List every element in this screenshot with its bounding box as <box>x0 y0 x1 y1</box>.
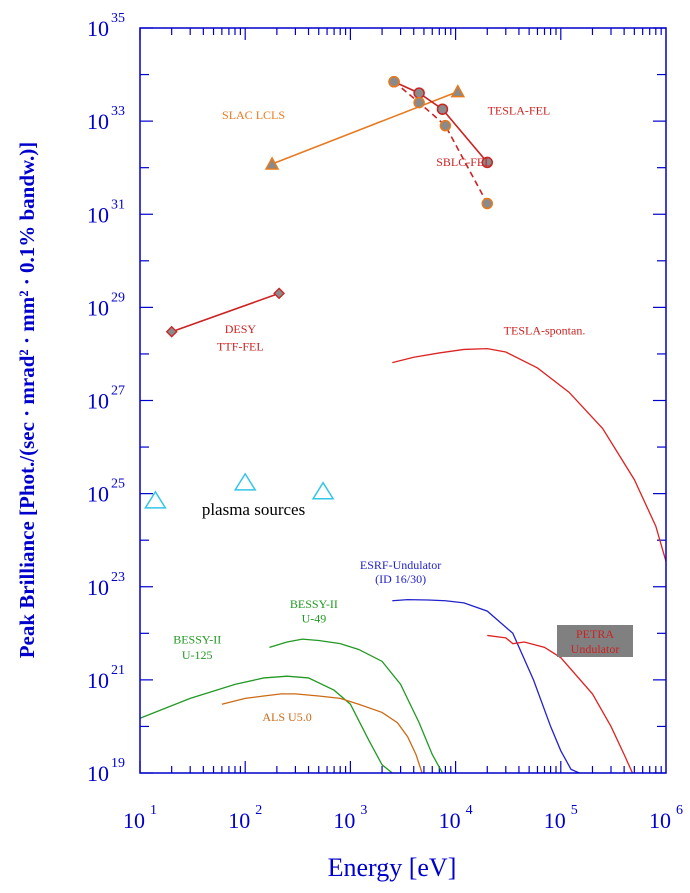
x-tick-label-exponent: 1 <box>150 803 157 818</box>
y-tick-label: 10 <box>87 16 109 41</box>
petra-label-line2: Undulator <box>571 642 620 656</box>
annotation-tesla-fel: TESLA-FEL <box>488 103 551 117</box>
axis-ticks <box>139 27 666 774</box>
annotation-desy: DESY <box>225 322 257 336</box>
annotation-tesla-spontan: TESLA-spontan. <box>504 324 586 338</box>
slac-lcls-marker <box>450 84 466 98</box>
annotation-als-u5-0: ALS U5.0 <box>262 710 311 724</box>
x-tick-labels: 10 1 10 2 10 3 10 4 10 5 10 6 <box>123 803 683 833</box>
y-tick-label: 10 <box>87 389 109 414</box>
annotation-plasma-sources: plasma sources <box>202 500 305 519</box>
petra-undulator-line <box>487 634 634 774</box>
tesla-fel-marker <box>481 156 494 169</box>
y-tick-label-exponent: 23 <box>111 570 125 585</box>
annotation-sblc-fel: SBLC-FEL <box>436 155 491 169</box>
x-tick-label: 10 <box>228 808 250 833</box>
petra-label-background <box>557 625 633 657</box>
slac-lcls-marker <box>264 156 280 170</box>
annotation-slac-lcls: SLAC LCLS <box>222 108 285 122</box>
petra-label-line1: PETRA <box>576 627 614 641</box>
annotation-esrf-undulator: ESRF-Undulator <box>360 558 441 572</box>
bessy-ii-u-125-line <box>139 675 393 774</box>
plasma-sources-marker <box>233 472 257 491</box>
tesla-spontan-line <box>392 347 667 562</box>
x-tick-label: 10 <box>544 808 566 833</box>
y-tick-label-exponent: 29 <box>111 290 125 305</box>
tesla-fel-marker <box>413 87 425 99</box>
y-tick-label: 10 <box>87 668 109 693</box>
y-tick-label-exponent: 25 <box>111 477 125 492</box>
annotation-layer: SLAC LCLS TESLA-FEL SBLC-FEL DESY TTF-FEL TES… <box>173 103 585 724</box>
y-tick-label-exponent: 21 <box>111 663 125 678</box>
annotation-u-125: U-125 <box>182 648 213 662</box>
annotation-bessy-ii: BESSY-II <box>290 597 338 611</box>
series-layer <box>139 81 667 774</box>
x-tick-label-exponent: 3 <box>360 803 367 818</box>
y-tick-label-exponent: 19 <box>111 756 125 771</box>
desy-ttf-fel-marker <box>165 325 178 338</box>
sblc-fel-line <box>393 81 488 204</box>
desy-ttf-fel-line <box>171 292 280 333</box>
x-tick-label: 10 <box>333 808 355 833</box>
x-tick-label: 10 <box>123 808 145 833</box>
y-tick-label: 10 <box>87 202 109 227</box>
bessy-ii-u-49-line <box>269 638 444 774</box>
als-u5-0-line <box>221 693 423 774</box>
x-tick-label: 10 <box>649 808 671 833</box>
sblc-fel-marker <box>413 96 425 109</box>
y-tick-label: 10 <box>87 295 109 320</box>
x-axis-title: Energy [eV] <box>328 853 457 882</box>
annotation-id-16-30: (ID 16/30) <box>375 572 426 586</box>
annotation-bessy-ii: BESSY-II <box>173 633 221 647</box>
x-tick-label-exponent: 4 <box>466 803 473 818</box>
esrf-undulator-id-16-30-line <box>392 598 580 774</box>
plot-frame <box>139 27 667 774</box>
desy-ttf-fel-marker <box>273 287 286 300</box>
x-tick-label-exponent: 5 <box>571 803 578 818</box>
sblc-fel-marker <box>481 197 494 210</box>
plasma-sources-marker <box>311 481 335 500</box>
y-tick-label-exponent: 27 <box>111 384 125 399</box>
sblc-fel-marker <box>388 76 400 88</box>
tesla-fel-line <box>393 81 488 163</box>
sblc-fel-marker <box>439 119 452 132</box>
x-tick-label-exponent: 2 <box>255 803 262 818</box>
annotation-ttf-fel: TTF-FEL <box>217 339 264 353</box>
y-tick-label: 10 <box>87 109 109 134</box>
y-tick-label-exponent: 31 <box>111 197 125 212</box>
y-tick-label: 10 <box>87 761 109 786</box>
marker-layer <box>144 76 494 509</box>
x-tick-label: 10 <box>439 808 461 833</box>
annotation-u-49: U-49 <box>302 612 327 626</box>
tesla-fel-marker <box>436 103 449 115</box>
y-tick-label: 10 <box>87 575 109 600</box>
y-tick-label: 10 <box>87 482 109 507</box>
y-axis-title: Peak Brilliance [Phot./(sec · mrad² · mm… <box>15 142 39 659</box>
slac-lcls-line <box>271 90 459 165</box>
plasma-sources-marker <box>144 490 167 509</box>
petra-label-box: PETRA Undulator <box>557 625 633 657</box>
y-tick-label-exponent: 35 <box>111 11 125 26</box>
y-tick-label-exponent: 33 <box>111 104 125 119</box>
x-tick-label-exponent: 6 <box>676 803 683 818</box>
